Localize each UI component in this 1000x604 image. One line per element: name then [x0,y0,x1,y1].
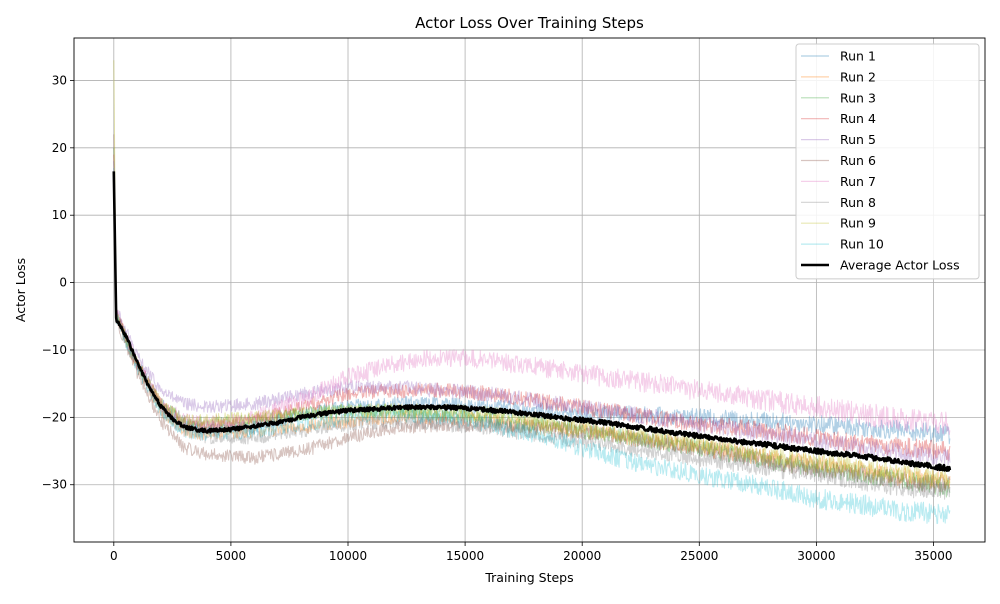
x-tick-label: 15000 [446,549,484,563]
run-line-3 [113,147,951,498]
y-tick-label: −20 [42,410,67,424]
run-line-8 [113,161,951,500]
legend-entry-label: Run 5 [840,132,876,147]
average-line [112,171,952,472]
legend-entry-label: Run 10 [840,237,884,252]
y-tick-label: −10 [42,343,67,357]
legend-box [795,43,980,280]
legend-entry-label: Run 1 [840,49,876,64]
legend-entry-label: Run 6 [840,153,876,168]
run-line-1 [113,174,951,445]
x-tick-label: 30000 [797,549,835,563]
x-tick-label: 25000 [680,549,718,563]
legend-entry-label: Run 4 [840,111,876,126]
run-line-4 [113,154,951,461]
x-tick-label: 10000 [329,549,367,563]
x-axis-label: Training Steps [484,570,573,585]
y-tick-label: −30 [42,478,67,492]
run-line-6 [113,134,951,494]
run-line-5 [113,161,951,466]
y-axis-label: Actor Loss [13,258,28,322]
y-tick-label: 20 [52,141,67,155]
legend-entry-label: Run 2 [840,69,876,84]
x-tick-label: 5000 [216,549,247,563]
x-tick-label: 0 [110,549,118,563]
legend-entry-label: Run 7 [840,174,876,189]
legend-entry-label: Run 9 [840,216,876,231]
legend-entry-label: Average Actor Loss [840,258,960,273]
legend-entry-label: Run 8 [840,195,876,210]
run-line-7 [113,167,951,436]
y-tick-label: 30 [52,73,67,87]
x-tick-label: 20000 [563,549,601,563]
legend: Run 1 Run 2 Run 3 Run 4 Run 5 Run 6 Run 7 Run 8… [795,43,980,280]
y-tick-label: 0 [59,276,67,290]
y-tick-label: 10 [52,208,67,222]
plot-frame [73,37,986,543]
x-tick-label: 35000 [914,549,952,563]
tick-layer: 0 5000 10000 15000 20000 25000 30000 35000 −30 −2… [42,73,953,563]
legend-entry-label: Run 3 [840,90,876,105]
series-layer [112,60,952,525]
chart-title: Actor Loss Over Training Steps [415,14,644,32]
